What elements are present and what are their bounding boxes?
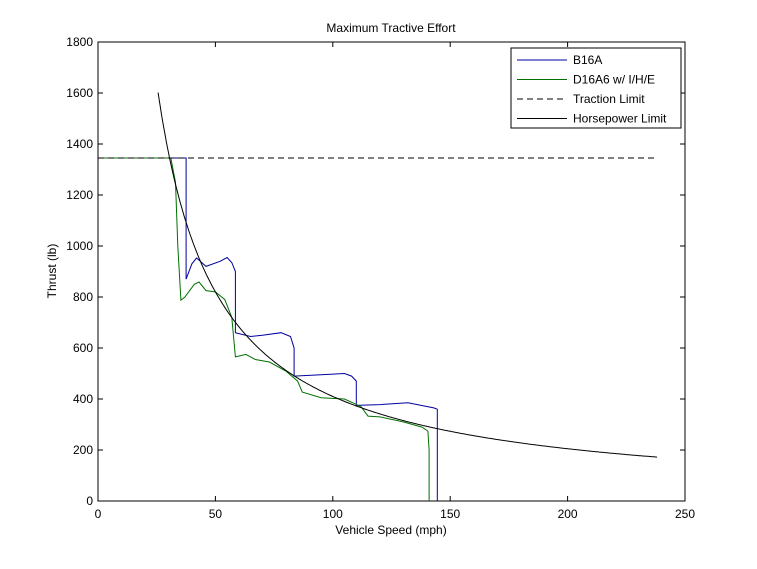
legend-label: D16A6 w/ I/H/E [573, 73, 655, 87]
series-line-d16a6-w-i-h-e [98, 157, 430, 501]
y-tick-label: 800 [73, 290, 93, 304]
chart-title: Maximum Tractive Effort [326, 21, 456, 35]
legend-label: B16A [573, 53, 602, 67]
series-line-horsepower-limit [157, 92, 658, 458]
y-axis-label: Thrust (lb) [45, 244, 59, 299]
y-tick-label: 0 [86, 494, 93, 508]
y-tick-label: 400 [73, 392, 93, 406]
y-tick-label: 600 [73, 341, 93, 355]
legend-label: Horsepower Limit [573, 112, 667, 126]
y-tick-label: 1800 [66, 35, 93, 49]
x-tick-label: 150 [440, 507, 460, 521]
legend: B16A D16A6 w/ I/H/E Traction Limit Horsepow… [510, 47, 682, 129]
y-tick-label: 1400 [66, 137, 93, 151]
x-tick-label: 0 [95, 507, 102, 521]
x-tick-label: 100 [323, 507, 343, 521]
y-tick-label: 1600 [66, 86, 93, 100]
legend-label: Traction Limit [573, 92, 645, 106]
x-tick-label: 200 [558, 507, 578, 521]
legend-box [510, 47, 682, 129]
y-tick-label: 1200 [66, 188, 93, 202]
y-tick-label: 200 [73, 443, 93, 457]
x-tick-label: 250 [675, 507, 695, 521]
x-axis-label: Vehicle Speed (mph) [335, 523, 446, 537]
y-tick-label: 1000 [66, 239, 93, 253]
x-tick-label: 50 [209, 507, 223, 521]
